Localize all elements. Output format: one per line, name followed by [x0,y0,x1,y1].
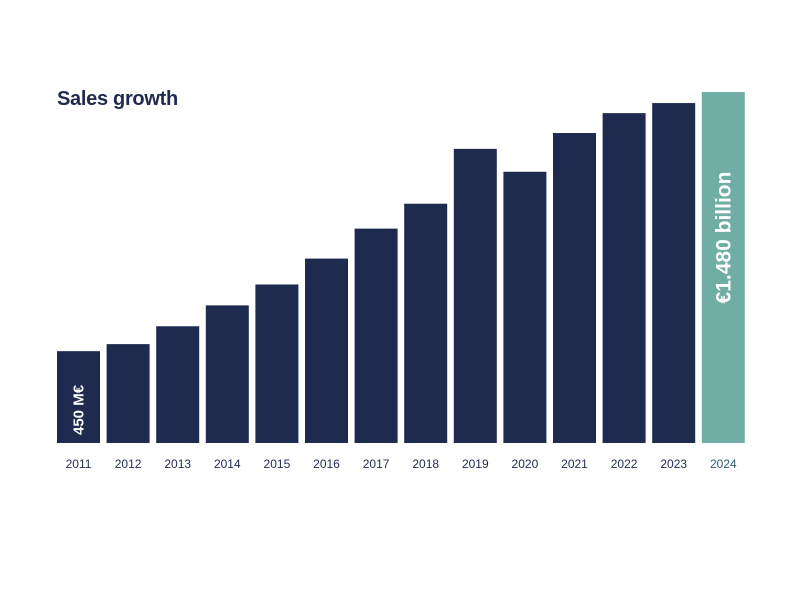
x-tick-label: 2024 [710,457,737,471]
bar-2019 [453,148,497,444]
x-tick-label: 2021 [561,457,588,471]
bar-2013 [156,326,200,443]
bar-2017 [354,228,398,443]
x-tick-label: 2012 [115,457,142,471]
bar-2012 [106,344,150,443]
x-tick-label: 2019 [462,457,489,471]
data-label: €1.480 billion [712,172,735,304]
x-tick-label: 2020 [512,457,539,471]
bar-2018 [404,203,448,443]
x-tick-label: 2011 [66,457,92,471]
x-tick-label: 2014 [214,457,241,471]
x-tick-label: 2022 [611,457,638,471]
bar-2020 [503,171,547,443]
bar-2014 [205,305,249,443]
bar-2024 [701,92,745,443]
x-tick-label: 2023 [660,457,687,471]
x-tick-label: 2017 [363,457,390,471]
x-tick-label: 2016 [313,457,340,471]
bar-2015 [255,284,299,443]
bar-2021 [553,133,596,443]
bar-2022 [602,113,646,443]
x-tick-label: 2018 [412,457,439,471]
x-tick-label: 2013 [164,457,191,471]
x-tick-label: 2015 [264,457,291,471]
bar-2023 [652,103,696,443]
chart-title: Sales growth [57,88,178,110]
bar-2016 [305,258,348,443]
bar-2011 [57,351,100,443]
data-label: 450 M€ [71,384,88,435]
